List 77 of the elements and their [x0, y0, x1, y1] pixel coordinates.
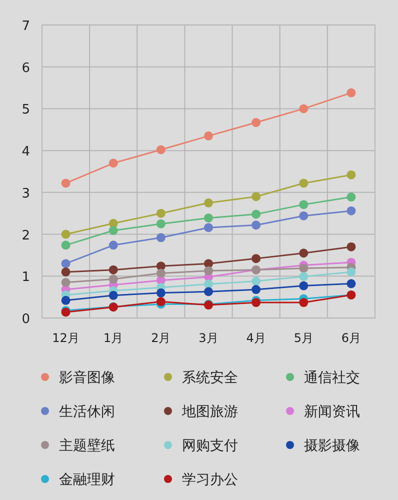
- point: [346, 242, 356, 252]
- legend-label: 新闻资讯: [304, 404, 360, 420]
- point: [204, 198, 213, 208]
- legend-label: 地图旅游: [181, 404, 238, 420]
- point: [252, 210, 261, 219]
- point: [156, 208, 166, 218]
- point: [156, 297, 166, 306]
- point: [252, 254, 261, 264]
- legend-label: 学习办公: [182, 472, 238, 488]
- x-tick-label: 3月: [198, 331, 218, 345]
- y-tick-label: 5: [22, 102, 30, 118]
- point: [299, 104, 308, 114]
- point: [61, 259, 70, 268]
- x-tick-label: 4月: [246, 331, 266, 345]
- point: [346, 279, 356, 288]
- point: [252, 220, 261, 230]
- point: [61, 278, 70, 287]
- legend-label: 通信社交: [304, 370, 360, 386]
- y-tick-label: 3: [22, 186, 30, 202]
- point: [299, 264, 308, 273]
- point: [346, 267, 356, 276]
- point: [299, 178, 308, 188]
- x-tick-label: 5月: [294, 331, 314, 345]
- x-tick-label: 6月: [341, 331, 362, 345]
- point: [108, 226, 118, 236]
- legend-label: 网购支付: [182, 438, 238, 454]
- x-tick-label: 2月: [151, 331, 171, 345]
- point: [346, 88, 356, 98]
- point: [108, 265, 118, 274]
- point: [204, 280, 213, 289]
- point: [252, 298, 261, 308]
- point: [156, 219, 166, 228]
- y-tick-label: 6: [22, 60, 30, 76]
- legend-label: 金融理财: [59, 472, 115, 488]
- y-tick-label: 2: [22, 228, 30, 244]
- point: [252, 285, 261, 294]
- point: [346, 206, 356, 216]
- point: [61, 230, 70, 239]
- point: [108, 158, 118, 168]
- legend-label: 影音图像: [59, 370, 115, 386]
- point: [204, 287, 213, 296]
- point: [61, 178, 70, 188]
- point: [108, 240, 118, 250]
- y-tick-label: 1: [22, 270, 30, 286]
- point: [204, 213, 213, 222]
- legend-label: 主题壁纸: [59, 438, 115, 454]
- point: [252, 192, 261, 202]
- point: [299, 298, 308, 308]
- point: [252, 118, 261, 128]
- point: [299, 281, 308, 290]
- point: [156, 288, 166, 298]
- point: [61, 267, 70, 276]
- point: [252, 276, 261, 286]
- point: [204, 223, 213, 232]
- point: [204, 266, 213, 276]
- point: [108, 290, 118, 300]
- point: [204, 131, 213, 140]
- point: [61, 296, 70, 305]
- point: [299, 211, 308, 220]
- y-tick-label: 0: [22, 312, 30, 327]
- y-tick-label: 7: [22, 19, 30, 34]
- legend-label: 生活休闲: [59, 404, 115, 420]
- point: [299, 200, 308, 210]
- point: [156, 233, 166, 242]
- legend-label: 系统安全: [182, 370, 238, 386]
- point: [108, 274, 118, 284]
- legend-label: 摄影摄像: [304, 438, 360, 454]
- point: [346, 192, 356, 202]
- y-tick-label: 4: [22, 144, 30, 160]
- point: [299, 272, 308, 282]
- point: [61, 240, 70, 250]
- point: [299, 248, 308, 258]
- point: [156, 145, 166, 154]
- x-tick-label: 1月: [104, 331, 124, 345]
- x-tick-label: 12月: [52, 331, 80, 345]
- point: [156, 268, 166, 278]
- point: [346, 170, 356, 180]
